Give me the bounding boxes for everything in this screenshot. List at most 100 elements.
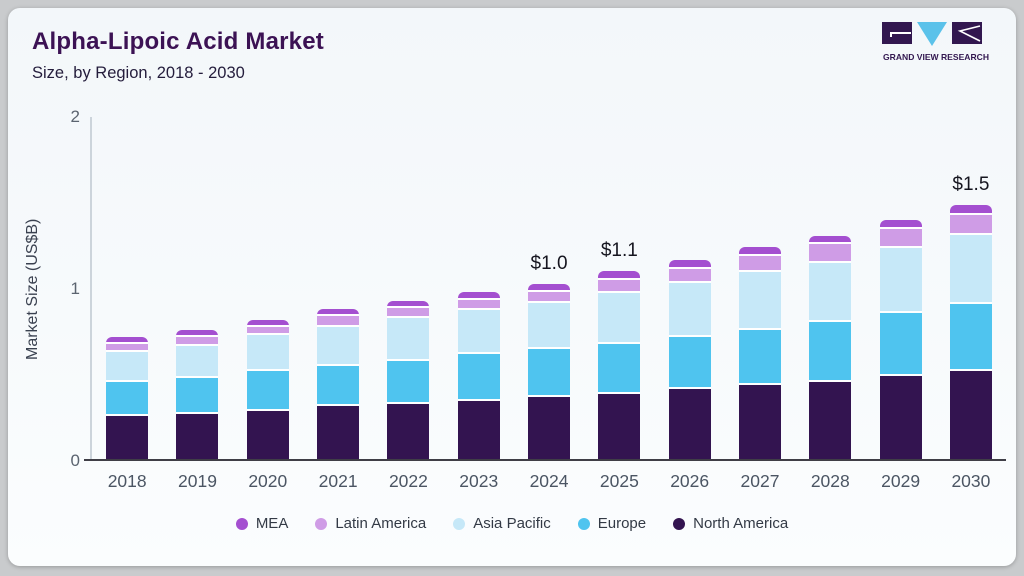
bar-segment-north-america (598, 393, 641, 459)
bar-segment-asia-pacific (106, 352, 149, 382)
bar-segment-europe (809, 322, 852, 382)
bar-segment-europe (176, 378, 219, 415)
bar-2028 (809, 235, 852, 459)
bar-segment-asia-pacific (246, 335, 289, 372)
bar-segment-mea (457, 292, 500, 300)
page-title: Alpha-Lipoic Acid Market (32, 28, 324, 55)
bar-2021 (317, 309, 360, 459)
gvr-logo-text: GRAND VIEW RESEARCH (883, 52, 989, 62)
legend-label: Europe (597, 515, 647, 532)
legend-dot-europe (577, 517, 590, 530)
x-tick-label: 2019 (178, 471, 217, 491)
bar-segment-asia-pacific (457, 310, 500, 355)
bar-2027 (738, 247, 781, 459)
y-tick-label: 1 (70, 279, 80, 298)
legend-item-asia-pacific: Asia Pacific (453, 515, 551, 532)
legend-label: MEA (255, 515, 289, 532)
bar-value-label: $1.5 (952, 174, 990, 195)
page-subtitle: Size, by Region, 2018 - 2030 (32, 64, 245, 82)
bar-segment-europe (598, 343, 641, 394)
bar-segment-europe (246, 371, 289, 411)
bar-segment-latin-america (879, 229, 922, 249)
bar-segment-mea (738, 247, 781, 256)
bar-segment-mea (387, 300, 430, 308)
plot-area: 2018 2019 2020 2021 2022 2023 $1.0 2024 $1.1 2025… (84, 117, 1006, 491)
bar-segment-europe (457, 354, 500, 401)
bar-2024 (528, 283, 571, 459)
bar-segment-mea (317, 309, 360, 317)
bar-segment-mea (176, 330, 219, 337)
legend-dot-latin-america (315, 517, 328, 530)
bar-segment-asia-pacific (809, 263, 852, 323)
bar-segment-latin-america (809, 244, 852, 264)
legend: MEA Latin America Asia Pacific Europe North … (8, 515, 1016, 532)
logo-r-stroke (957, 25, 981, 42)
bar-segment-mea (246, 319, 289, 327)
bar-2018 (106, 336, 149, 459)
y-tick-label: 0 (70, 451, 80, 470)
bar-segment-asia-pacific (598, 293, 641, 344)
legend-label: North America (693, 515, 789, 532)
bar-segment-europe (317, 366, 360, 406)
x-tick-label: 2029 (881, 471, 921, 491)
bar-segment-asia-pacific (528, 302, 571, 349)
bar-group-2026: 2026 (655, 117, 725, 491)
bar-group-2020: 2020 (233, 117, 303, 491)
bar-segment-asia-pacific (738, 271, 781, 330)
bar-segment-north-america (949, 371, 992, 459)
bar-segment-mea (106, 336, 149, 344)
bar-segment-asia-pacific (176, 345, 219, 379)
legend-item-latin-america: Latin America (315, 515, 426, 532)
bar-segment-latin-america (387, 307, 430, 318)
x-tick-label: 2023 (459, 471, 499, 491)
legend-item-north-america: North America (673, 515, 788, 532)
legend-item-mea: MEA (235, 515, 289, 532)
logo-r-block (952, 22, 982, 44)
bar-segment-europe (668, 336, 711, 389)
x-tick-label: 2024 (529, 471, 569, 491)
bar-segment-europe (106, 381, 149, 416)
bar-group-2025: $1.1 2025 (584, 117, 654, 491)
bar-segment-latin-america (738, 256, 781, 272)
x-tick-label: 2022 (388, 471, 428, 491)
bar-segment-latin-america (457, 299, 500, 311)
bar-2029 (879, 219, 922, 459)
bar-segment-mea (949, 205, 992, 215)
bar-group-2021: 2021 (303, 117, 373, 491)
x-tick-label: 2018 (107, 471, 147, 491)
bar-segment-latin-america (668, 268, 711, 283)
bar-group-2022: 2022 (373, 117, 443, 491)
bar-segment-asia-pacific (317, 326, 360, 367)
x-tick-label: 2026 (670, 471, 710, 491)
bar-segment-latin-america (528, 292, 571, 303)
legend-label: Asia Pacific (473, 515, 551, 532)
bar-value-label: $1.0 (530, 253, 568, 274)
bar-segment-asia-pacific (387, 318, 430, 361)
bar-segment-latin-america (598, 280, 641, 294)
bar-segment-asia-pacific (949, 235, 992, 305)
bar-segment-latin-america (106, 343, 149, 353)
bar-segment-latin-america (176, 336, 219, 346)
bar-value-label: $1.1 (600, 240, 638, 261)
gvr-logo: GRAND VIEW RESEARCH (880, 20, 992, 66)
bar-segment-europe (949, 304, 992, 372)
bar-segment-mea (668, 260, 711, 269)
bar-segment-north-america (738, 385, 781, 459)
bar-segment-north-america (246, 410, 289, 459)
bar-segment-latin-america (246, 326, 289, 336)
bar-2022 (387, 300, 430, 459)
bar-group-2029: 2029 (865, 117, 935, 491)
bar-segment-europe (879, 312, 922, 377)
bar-segment-europe (738, 330, 781, 385)
bar-group-2023: 2023 (444, 117, 514, 491)
bar-group-2030: $1.5 2030 (936, 117, 1006, 491)
legend-item-europe: Europe (577, 515, 647, 532)
bar-segment-north-america (809, 381, 852, 459)
bar-group-2027: 2027 (725, 117, 795, 491)
bar-segment-mea (809, 235, 852, 245)
gvr-logo-icon: GRAND VIEW RESEARCH (882, 22, 989, 62)
x-tick-label: 2028 (810, 471, 850, 491)
x-tick-label: 2020 (248, 471, 288, 491)
bar-segment-asia-pacific (668, 282, 711, 337)
bar-segment-north-america (457, 400, 500, 459)
